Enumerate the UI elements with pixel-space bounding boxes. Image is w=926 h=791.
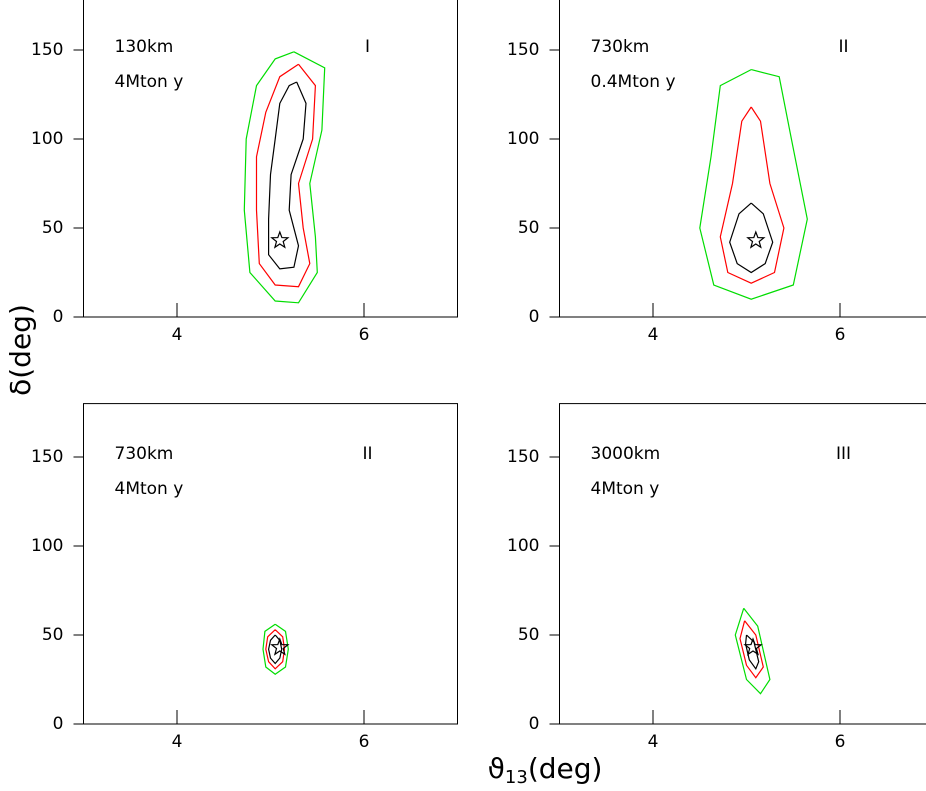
y-tick-label: 0 [53, 307, 64, 327]
y-tick-label: 0 [529, 307, 540, 327]
contour-line [267, 634, 283, 665]
y-tick-label: 100 [507, 129, 539, 149]
x-label-symbol: ϑ [488, 752, 505, 785]
y-tick-label: 50 [518, 625, 540, 645]
distance-label: 730km [591, 37, 650, 57]
contour-line [719, 106, 785, 284]
contour-line [699, 69, 808, 300]
plot-frame [559, 403, 926, 725]
region-label: II [838, 37, 848, 57]
x-tick-label: 4 [172, 325, 183, 345]
best-fit-star [270, 637, 290, 656]
contour-line [729, 202, 774, 274]
y-tick-label: 100 [31, 129, 63, 149]
x-tick-label: 4 [648, 325, 659, 345]
region-label: III [836, 444, 851, 464]
y-axis-label: δ(deg) [4, 304, 37, 396]
contour-line [739, 620, 764, 679]
x-axis-label: ϑ13(deg) [488, 752, 603, 788]
y-tick-label: 100 [31, 536, 63, 556]
x-tick-label: 4 [648, 732, 659, 752]
contour-line [243, 51, 326, 304]
x-tick-label: 6 [835, 325, 846, 345]
y-tick-label: 150 [507, 447, 539, 467]
y-tick-label: 50 [518, 218, 540, 238]
distance-label: 130km [115, 37, 174, 57]
contour-line [265, 629, 286, 670]
y-tick-label: 150 [31, 447, 63, 467]
distance-label: 3000km [591, 444, 661, 464]
x-tick-label: 6 [359, 325, 370, 345]
contour-line [255, 63, 317, 288]
best-fit-star [746, 230, 766, 249]
plot-frame [83, 0, 458, 318]
contour-line [734, 607, 771, 695]
contour-line [262, 623, 289, 675]
y-tick-label: 0 [53, 714, 64, 734]
best-fit-star [270, 230, 290, 249]
exposure-label: 4Mton y [115, 479, 184, 499]
y-tick-label: 150 [31, 40, 63, 60]
x-tick-label: 4 [172, 732, 183, 752]
plot-frame [559, 0, 926, 318]
x-tick-label: 6 [835, 732, 846, 752]
region-label: I [365, 37, 370, 57]
exposure-label: 4Mton y [115, 72, 184, 92]
exposure-label: 4Mton y [591, 479, 660, 499]
x-label-sub: 13 [505, 767, 528, 788]
best-fit-star [743, 637, 763, 656]
distance-label: 730km [115, 444, 174, 464]
y-tick-label: 0 [529, 714, 540, 734]
y-tick-label: 50 [42, 218, 64, 238]
x-tick-label: 6 [359, 732, 370, 752]
y-tick-label: 50 [42, 625, 64, 645]
plot-frame [83, 403, 458, 725]
y-tick-label: 150 [507, 40, 539, 60]
x-label-unit: (deg) [528, 752, 603, 785]
y-tick-label: 100 [507, 536, 539, 556]
region-label: II [362, 444, 372, 464]
exposure-label: 0.4Mton y [591, 72, 676, 92]
contour-line [268, 81, 307, 270]
